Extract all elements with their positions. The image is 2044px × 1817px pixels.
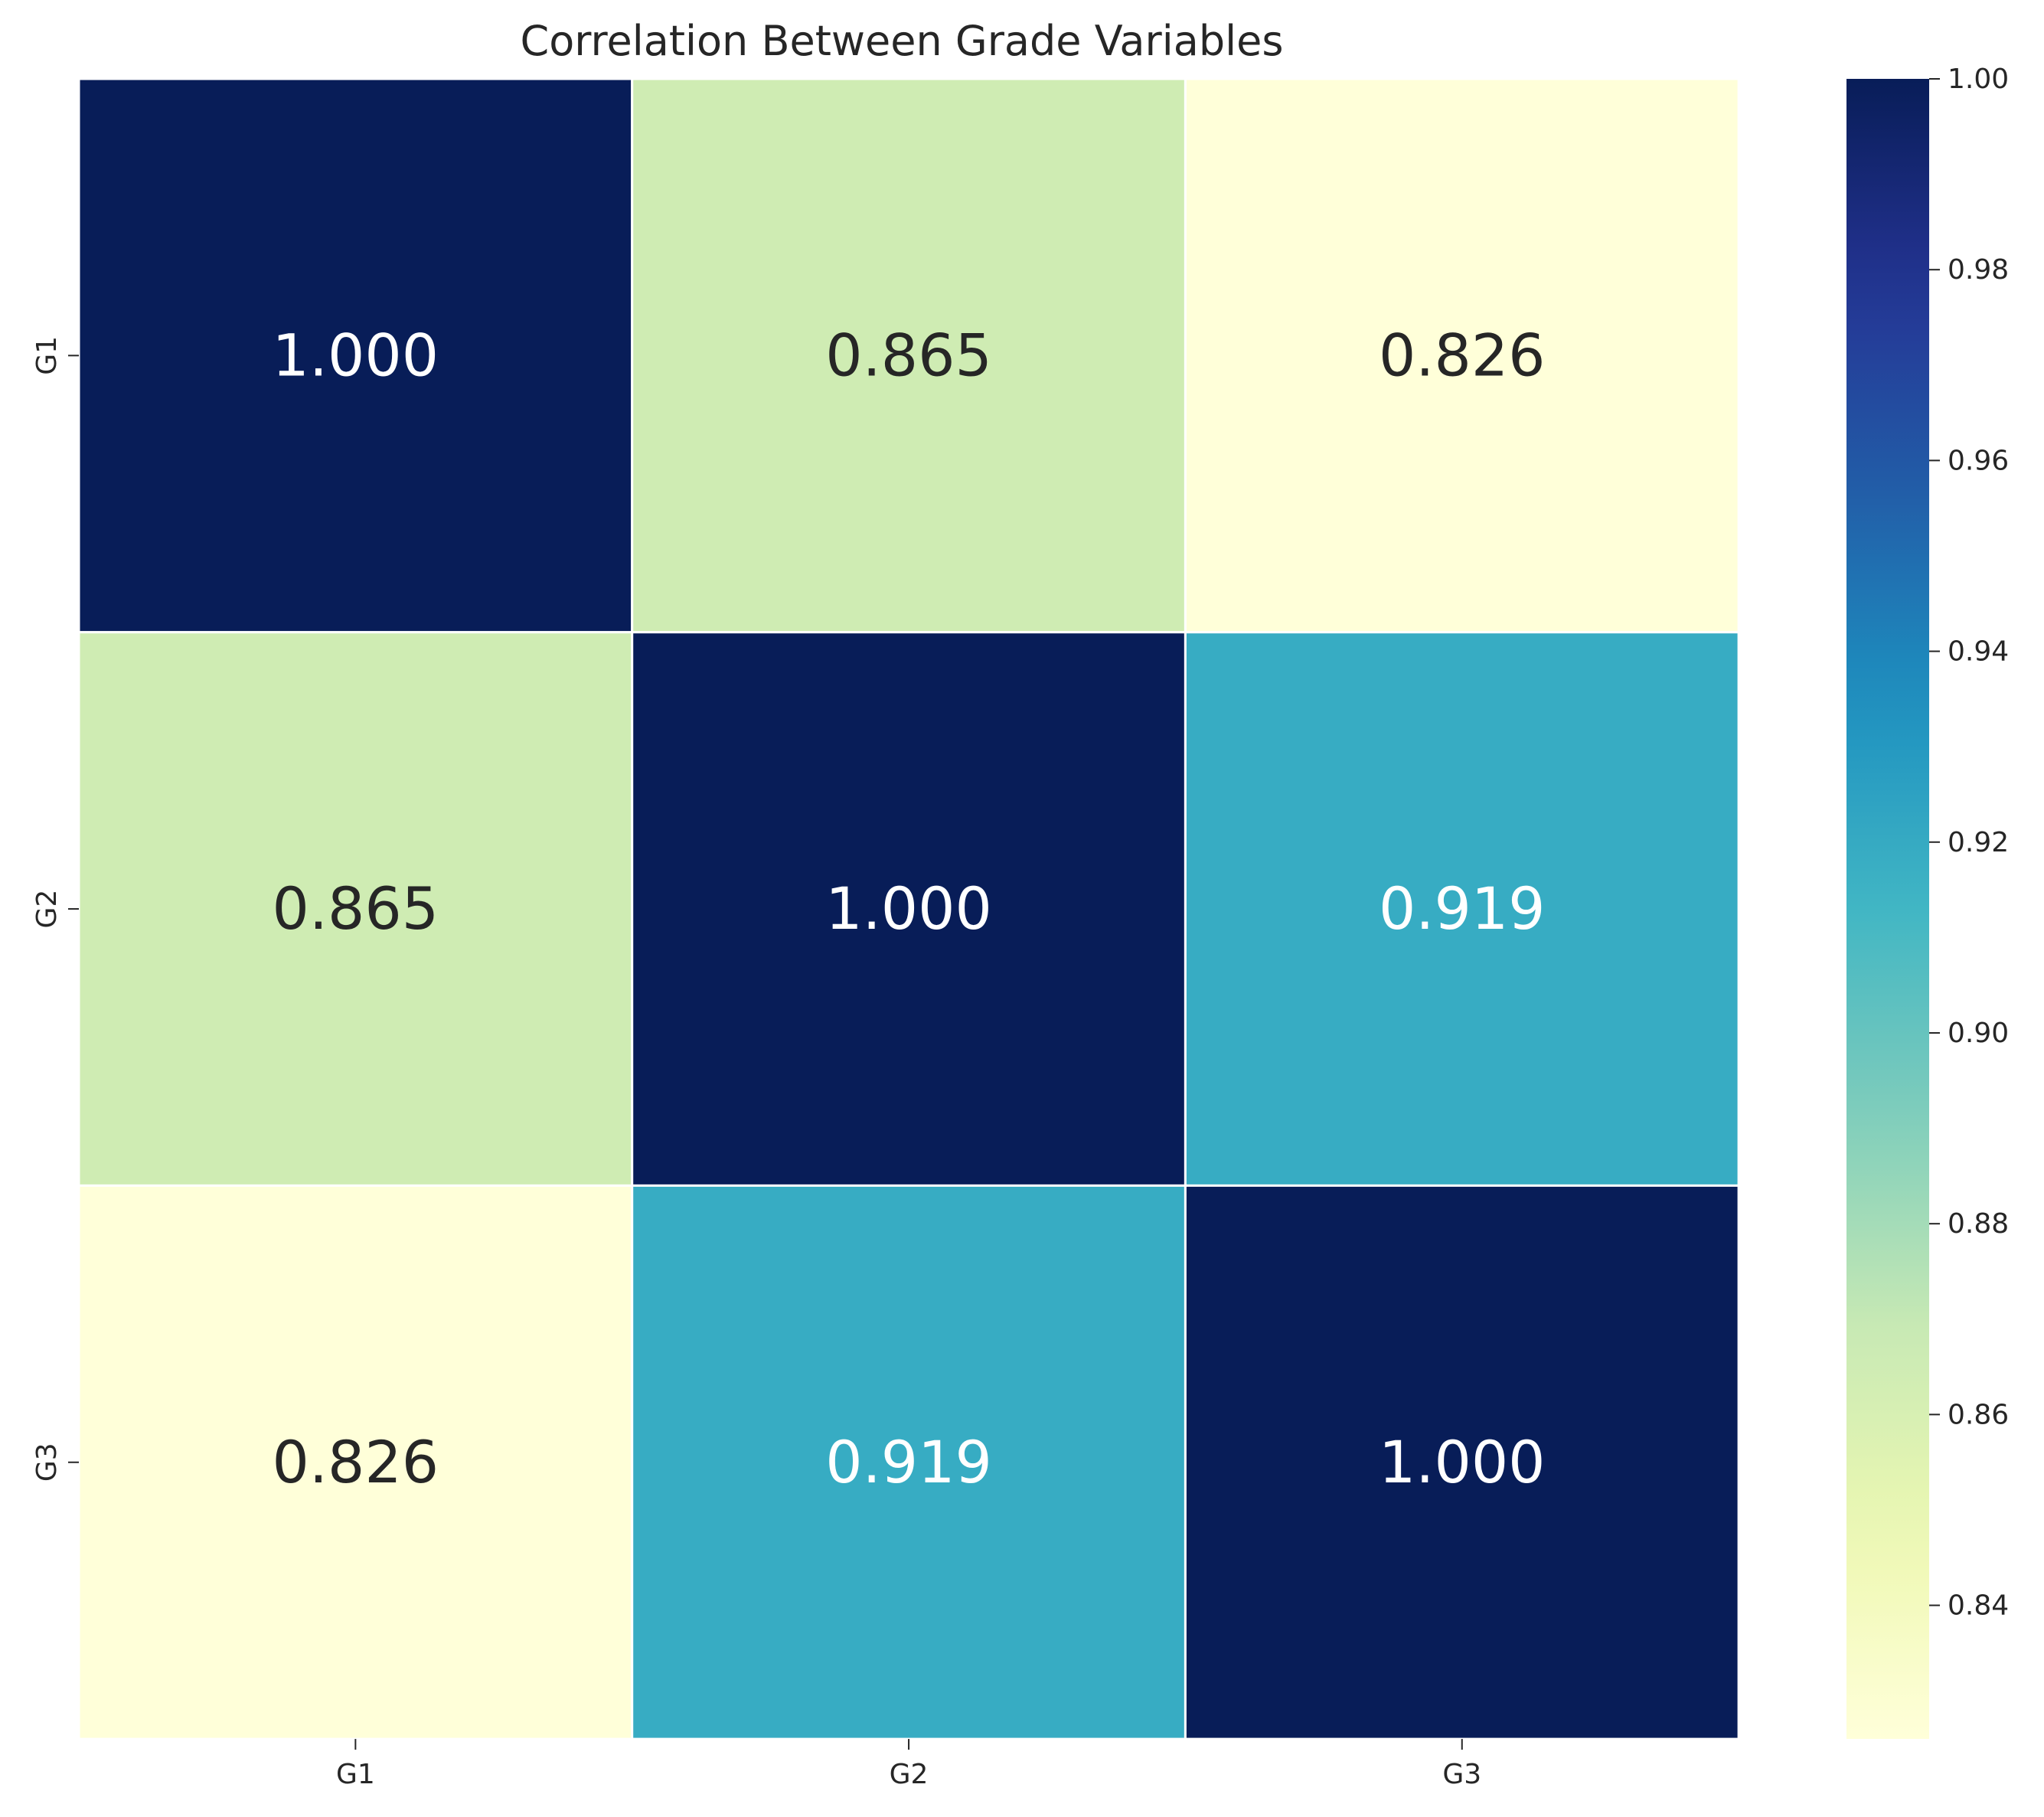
cell-value-G1-G3: 0.826: [1379, 321, 1546, 389]
cell-value-G2-G3: 0.919: [1379, 874, 1546, 943]
cell-value-G3-G2: 0.919: [825, 1428, 992, 1496]
colorbar-tick-label-0.96: 0.96: [1948, 445, 2009, 476]
heatmap-cell-G2-G1: [77, 631, 634, 1187]
colorbar-tick-label-0.92: 0.92: [1948, 827, 2009, 858]
y-axis: G1 G2 G3: [31, 336, 79, 1482]
chart-title: Correlation Between Grade Variables: [521, 17, 1284, 65]
heatmap-cell-G2-G3: [1184, 631, 1740, 1187]
cell-value-G3-G3: 1.000: [1379, 1428, 1546, 1496]
heatmap-cell-G3-G2: [631, 1184, 1187, 1740]
x-tick-label-G2: G2: [890, 1759, 929, 1790]
heatmap-cell-G3-G1: [77, 1184, 634, 1740]
colorbar-gradient: [1846, 79, 1929, 1739]
heatmap-cells: [77, 77, 1740, 1740]
colorbar-tick-label-0.94: 0.94: [1948, 636, 2009, 668]
colorbar-tick-label-0.88: 0.88: [1948, 1208, 2009, 1240]
heatmap-cell-G1-G3: [1184, 77, 1740, 634]
colorbar-tick-label-0.90: 0.90: [1948, 1018, 2009, 1049]
y-tick-label-G3: G3: [31, 1443, 63, 1482]
x-tick-label-G3: G3: [1442, 1759, 1481, 1790]
heatmap-cell-G1-G2: [631, 77, 1187, 634]
x-axis: G1 G2 G3: [336, 1739, 1481, 1790]
cell-value-G1-G1: 1.000: [273, 321, 439, 389]
colorbar-tick-label-0.84: 0.84: [1948, 1590, 2009, 1622]
heatmap-annotations: 1.000 0.865 0.826 0.865 1.000 0.919 0.826 0.919…: [273, 321, 1546, 1495]
colorbar-tick-label-0.86: 0.86: [1948, 1399, 2009, 1430]
cell-value-G3-G1: 0.826: [273, 1428, 439, 1496]
cell-value-G1-G2: 0.865: [825, 321, 992, 389]
colorbar: 0.84 0.86 0.88 0.90 0.92 0.94 0.96 0.98 1.00: [1846, 64, 2009, 1739]
cell-value-G2-G1: 0.865: [273, 874, 439, 943]
y-tick-label-G2: G2: [31, 890, 63, 929]
x-tick-label-G1: G1: [336, 1759, 375, 1790]
colorbar-tick-label-0.98: 0.98: [1948, 254, 2009, 286]
heatmap-cell-G2-G2: [631, 631, 1187, 1187]
heatmap-cell-G1-G1: [77, 77, 634, 634]
cell-value-G2-G2: 1.000: [825, 874, 992, 943]
colorbar-tick-label-1.00: 1.00: [1948, 64, 2009, 95]
y-tick-label-G1: G1: [31, 336, 63, 375]
